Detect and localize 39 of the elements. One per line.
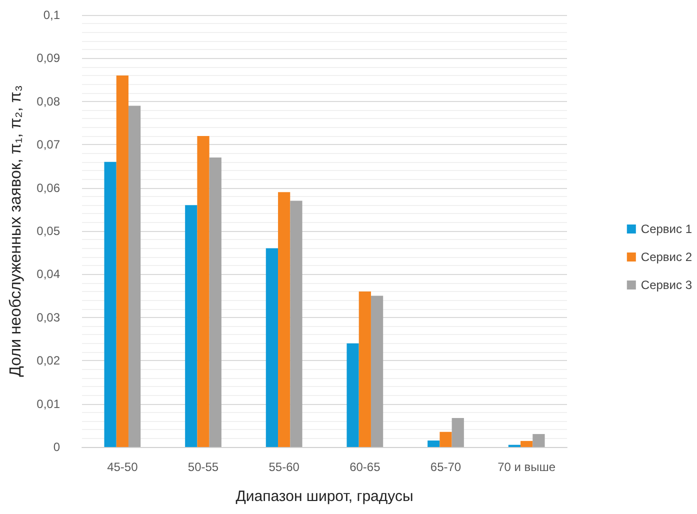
y-tick-label: 0,07 xyxy=(36,138,60,152)
y-tick-label: 0,06 xyxy=(36,180,60,195)
x-tick-label: 60-65 xyxy=(350,460,381,474)
bar xyxy=(278,192,290,447)
bar xyxy=(185,205,198,447)
x-tick-label: 55-60 xyxy=(268,460,300,474)
legend-label: Сервис 2 xyxy=(640,250,692,264)
x-tick-label: 70 и выше xyxy=(498,460,556,474)
legend-label: Сервис 3 xyxy=(640,278,692,292)
bar xyxy=(452,418,464,447)
y-axis-title: Доли необслуженных заявок, π₁, π₂, π₃ xyxy=(8,85,24,377)
bar xyxy=(128,106,141,447)
bar xyxy=(346,343,359,447)
x-tick-label: 50-55 xyxy=(188,460,219,474)
bar xyxy=(370,296,384,447)
y-tick-label: 0,08 xyxy=(36,94,60,108)
bar xyxy=(440,432,452,447)
y-tick-label: 0,09 xyxy=(36,51,60,66)
y-tick-label: 0,03 xyxy=(36,310,60,324)
x-tick-label: 45-50 xyxy=(107,460,138,474)
y-tick-label: 0,04 xyxy=(36,267,60,282)
bar xyxy=(290,200,302,447)
bar xyxy=(532,434,545,447)
bar xyxy=(358,291,371,447)
y-tick-label: 0,01 xyxy=(36,396,60,411)
x-tick-label: 65-70 xyxy=(430,460,462,474)
bar xyxy=(266,248,278,447)
y-tick-label: 0,1 xyxy=(43,8,60,22)
bar xyxy=(104,162,116,447)
y-tick-label: 0 xyxy=(53,440,60,454)
bar xyxy=(197,136,210,447)
bar xyxy=(520,440,533,447)
bar xyxy=(116,75,128,447)
y-tick-label: 0,02 xyxy=(36,354,60,368)
y-tick-label: 0,05 xyxy=(36,224,60,238)
x-axis-title: Диапазон широт, градусы xyxy=(236,488,414,505)
bar xyxy=(209,158,222,447)
legend-label: Сервис 1 xyxy=(640,222,692,236)
bar xyxy=(428,440,440,447)
